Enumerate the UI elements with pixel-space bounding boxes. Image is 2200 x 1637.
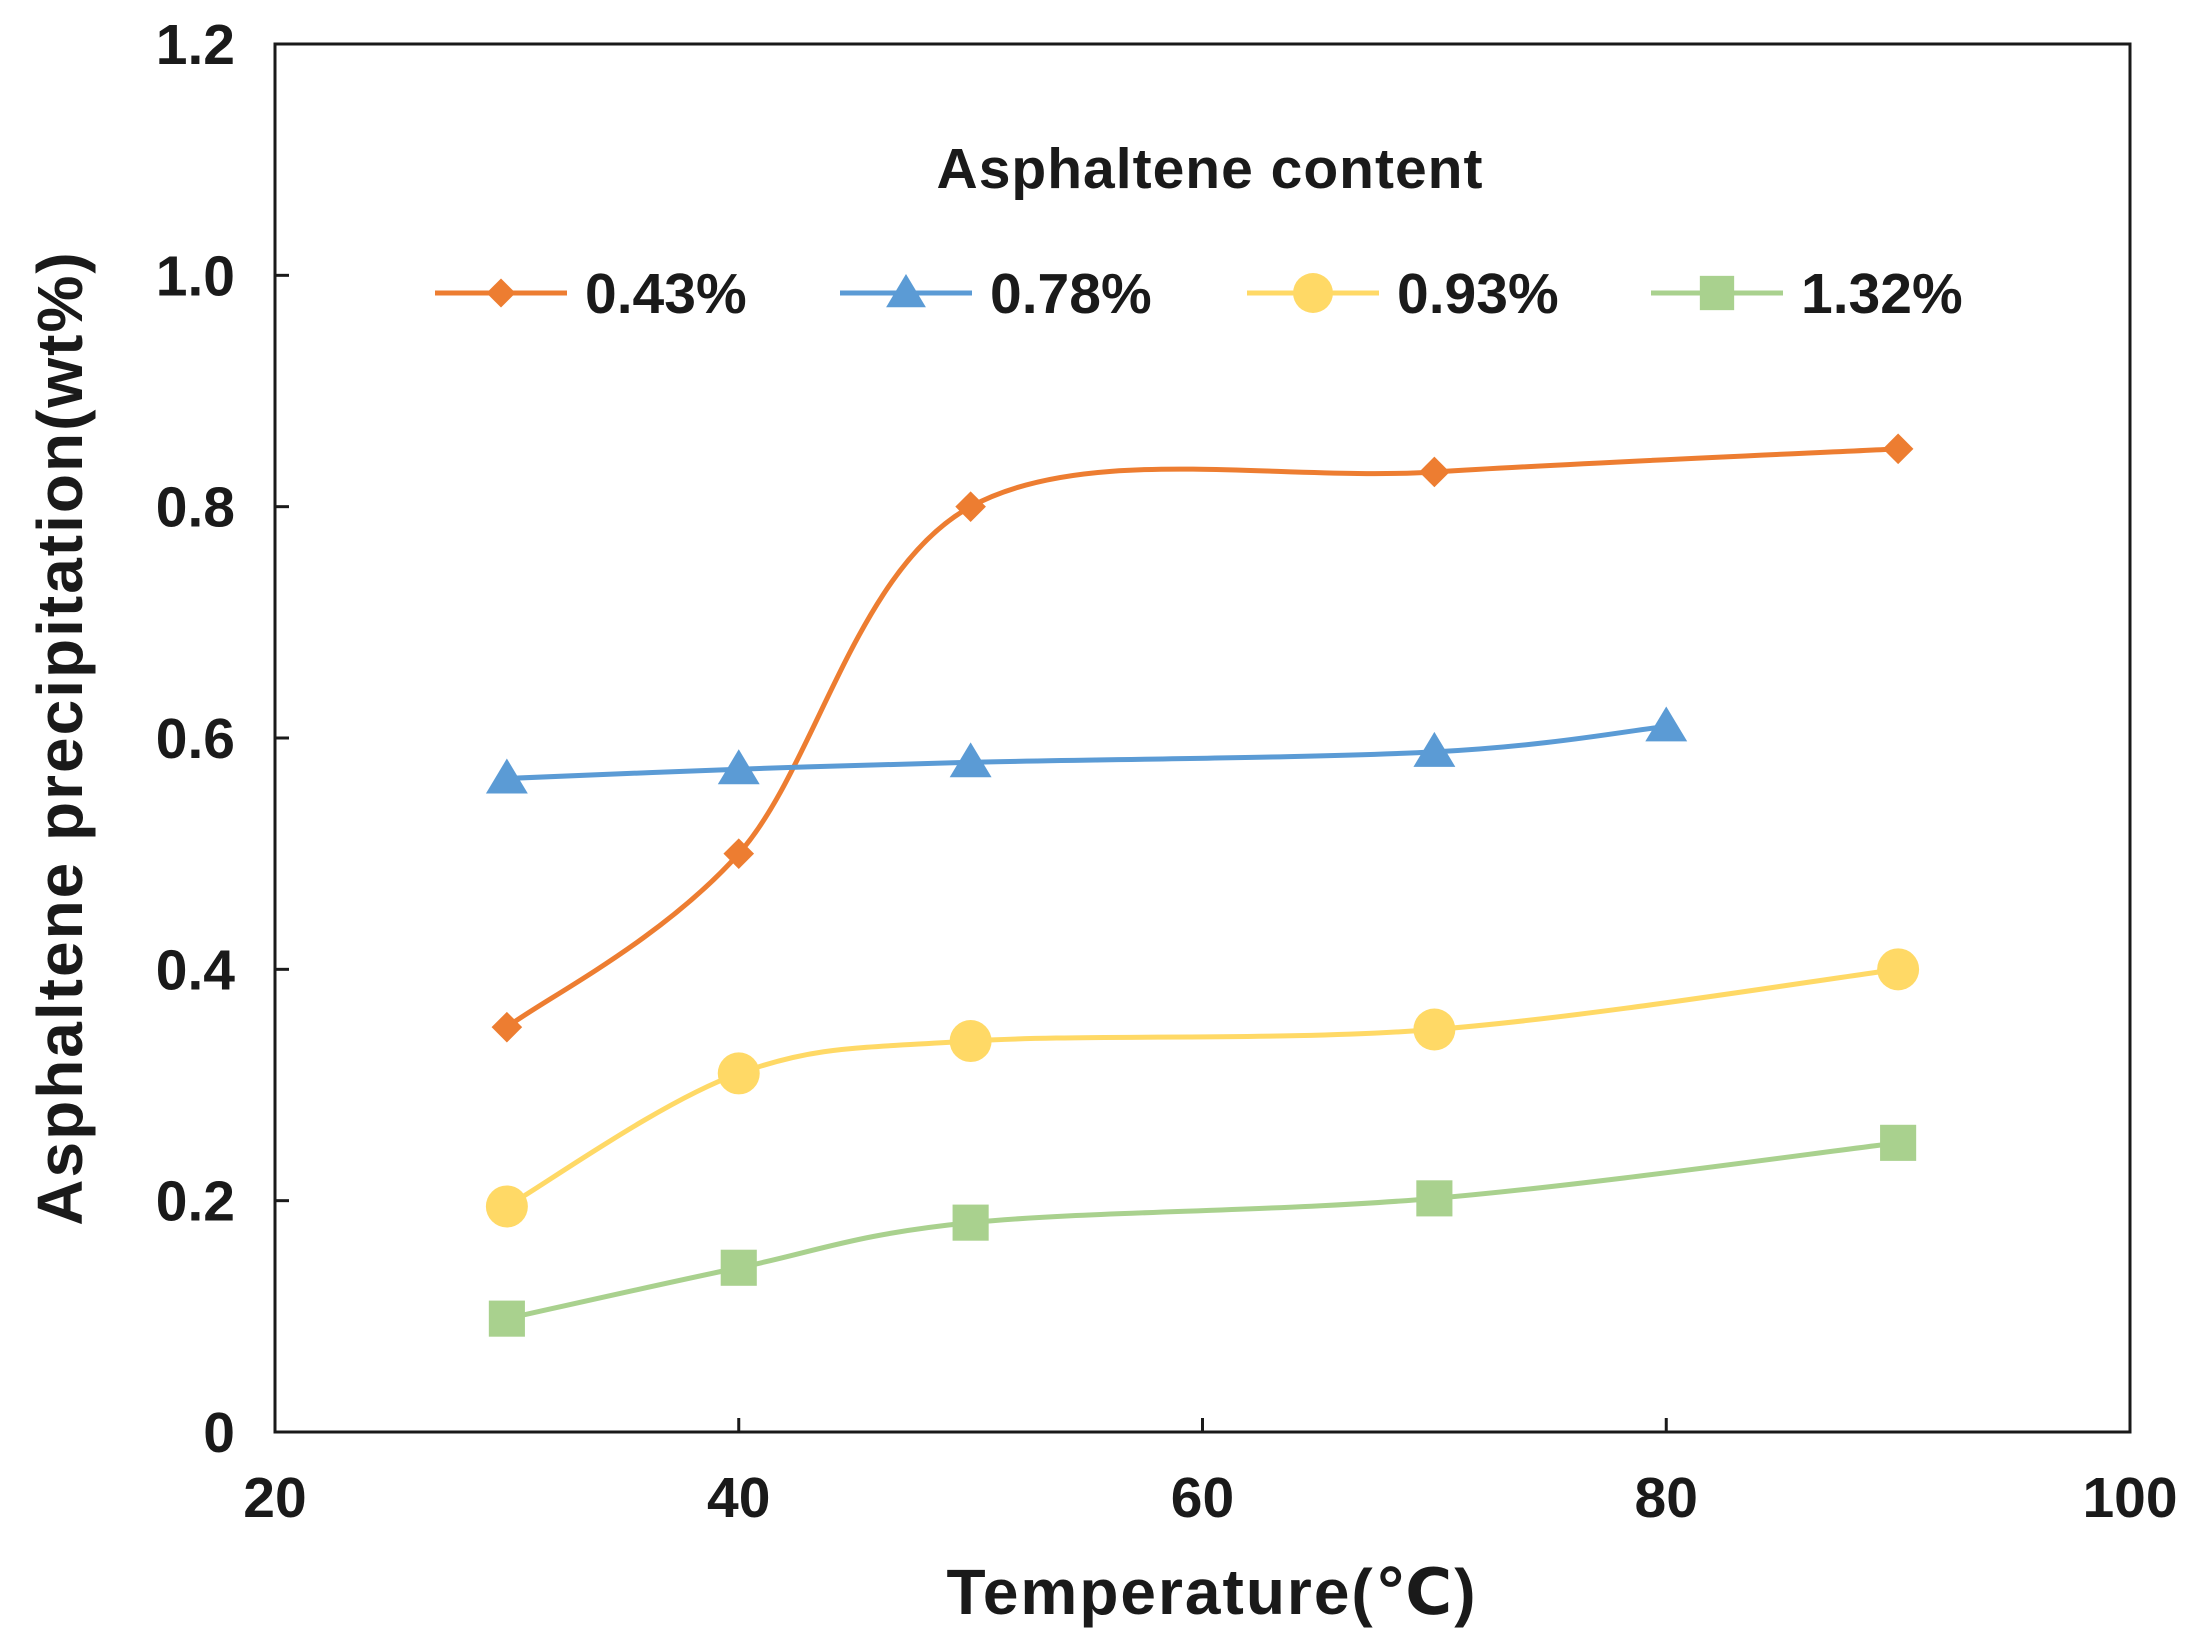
series-layer (485, 433, 1920, 1337)
x-tick-label: 40 (707, 1466, 770, 1530)
series-0.43% (491, 433, 1914, 1043)
y-tick-label: 0.2 (156, 1170, 235, 1234)
legend-item: 0.43% (435, 262, 747, 326)
data-point (491, 1011, 523, 1043)
legend-swatch-marker (886, 274, 926, 308)
y-tick-label: 0.6 (156, 707, 235, 771)
legend-label: 1.32% (1801, 262, 1963, 326)
legend-item: 1.32% (1651, 262, 1963, 326)
series-line (504, 723, 1669, 781)
data-point (485, 1185, 528, 1228)
series-line (504, 446, 1901, 1030)
series-0.78% (485, 706, 1688, 794)
data-point (488, 1300, 525, 1337)
legend-swatch-marker (486, 278, 516, 308)
data-point (1877, 948, 1920, 991)
legend-swatch-marker (1699, 275, 1735, 311)
x-tick-label: 20 (243, 1466, 306, 1530)
y-tick-label: 0.4 (156, 938, 236, 1002)
data-point (717, 1052, 760, 1095)
y-tick-label: 0 (203, 1401, 235, 1465)
data-point (955, 491, 986, 522)
series-line (504, 966, 1901, 1209)
series-line (504, 1140, 1901, 1322)
data-point (1419, 456, 1450, 488)
x-axis-ticks: 20 40 60 80 100 (243, 1418, 2178, 1530)
legend-label: 0.43% (585, 262, 747, 326)
data-point (720, 1249, 757, 1286)
legend-label: 0.78% (990, 262, 1152, 326)
data-point (1413, 1008, 1456, 1051)
data-point (1413, 731, 1456, 767)
y-tick-label: 0.8 (156, 476, 235, 540)
data-point (949, 1020, 992, 1063)
series-1.32% (488, 1124, 1917, 1337)
data-point (1882, 433, 1914, 465)
y-tick-label: 1.2 (156, 13, 235, 77)
legend: 0.43% 0.78% 0.93% 1.32% (435, 262, 1963, 326)
data-point (723, 838, 755, 869)
data-point (1416, 1180, 1453, 1217)
data-point (1645, 706, 1688, 742)
data-point (1880, 1124, 1917, 1161)
legend-item: 0.78% (840, 262, 1152, 326)
legend-title: Asphaltene content (937, 137, 1484, 201)
legend-label: 0.93% (1397, 262, 1559, 326)
x-axis-title: Temperature(℃) (946, 1556, 1477, 1628)
y-tick-label: 1.0 (156, 244, 235, 308)
x-tick-label: 80 (1635, 1466, 1698, 1530)
x-tick-label: 60 (1171, 1466, 1234, 1530)
y-axis-title: Asphaltene precipitation(wt%) (24, 250, 96, 1225)
plot-area-frame (273, 42, 2132, 1434)
x-tick-label: 100 (2082, 1466, 2177, 1530)
legend-item: 0.93% (1247, 262, 1559, 326)
y-axis-ticks: 0 0.2 0.4 0.6 0.8 1.0 1.2 (156, 13, 289, 1465)
data-point (485, 758, 528, 794)
data-point (949, 742, 992, 778)
data-point (952, 1204, 989, 1241)
series-0.93% (485, 948, 1920, 1228)
legend-swatch-marker (1293, 273, 1333, 313)
data-point (717, 749, 760, 785)
